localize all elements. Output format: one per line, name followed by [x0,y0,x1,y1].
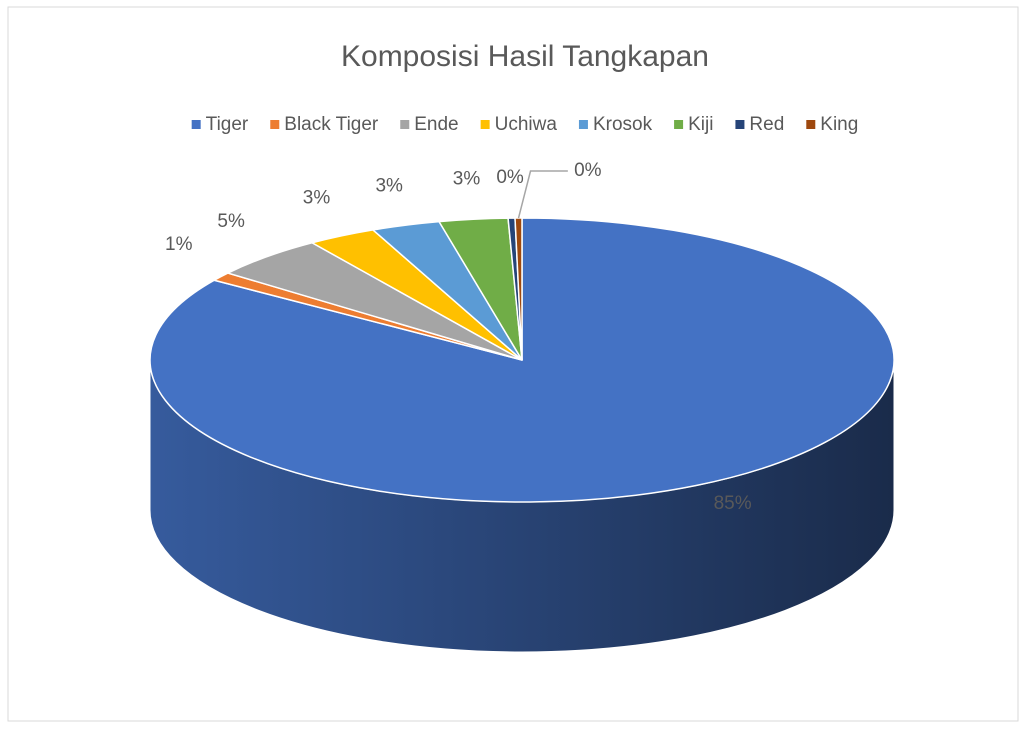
legend-label: Black Tiger [284,114,379,135]
data-label: 1% [165,234,193,255]
legend-swatch [735,120,745,129]
data-label: 5% [217,211,245,232]
data-label: 3% [303,187,331,208]
data-label: 0% [496,167,524,188]
legend-label: Red [749,114,784,135]
pie-slice [514,217,523,361]
legend-swatch [480,120,490,129]
legend-label: Ende [414,114,458,135]
legend-swatch [400,120,410,129]
leader-line [517,170,568,219]
chart-title: Komposisi Hasil Tangkapan [341,40,709,73]
legend-label: Krosok [593,114,653,135]
data-label: 85% [714,493,752,514]
legend-label: Uchiwa [495,114,558,135]
data-label: 3% [453,169,481,190]
legend-swatch [191,120,201,129]
legend-label: Kiji [688,114,713,135]
legend-label: King [820,114,858,135]
legend-swatch [674,120,684,129]
legend-label: Tiger [206,114,249,135]
data-label: 3% [375,175,403,196]
legend-swatch [270,120,280,129]
legend-swatch [806,120,816,129]
legend-swatch [578,120,588,129]
data-label: 0% [574,160,602,181]
